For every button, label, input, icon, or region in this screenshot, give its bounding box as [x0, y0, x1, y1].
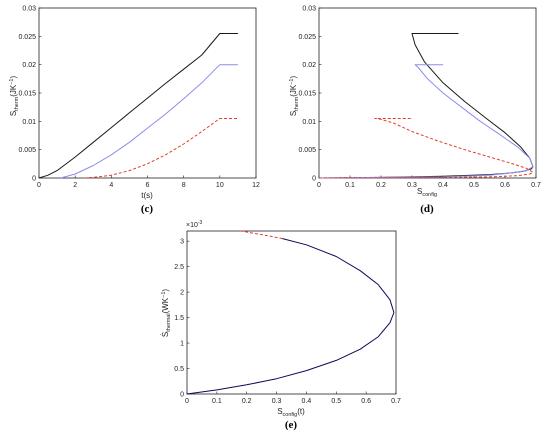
x-tick-label: 10	[216, 182, 224, 189]
y-tick-label: 0.025	[18, 34, 36, 41]
y-tick-label: 0.01	[302, 119, 316, 126]
series-line-e-2	[240, 230, 283, 240]
x-tick-label: 4	[109, 182, 113, 189]
ticks-e: 0 0.1 0.2 0.3 0.4 0.5 0.6 0.7 0 0.5 1 1.5 2 2.5 3	[174, 239, 401, 405]
panel-c: 0 2 4 6 8 10 12 0 0.005 0.01 0.015 0.02 0.025 0.03 t(…	[9, 6, 260, 216]
x-tick-label: 0.3	[407, 182, 417, 189]
y-tick-label: 2.5	[174, 264, 184, 271]
series-line-d-3	[318, 118, 534, 179]
x-tick-label: 6	[146, 182, 150, 189]
ticks-d: 0 0.1 0.2 0.3 0.4 0.5 0.6 0.7 0 0.005 0.01 0.015 0.0…	[298, 6, 541, 190]
y-tick-label: 0	[312, 176, 316, 183]
plot-area-e	[186, 230, 397, 395]
panel-label-e: (e)	[285, 419, 298, 431]
x-tick-label: 0	[185, 398, 189, 405]
x-axis-label-e: Sconfig(t)	[277, 407, 305, 418]
y-tick-label: 0	[180, 392, 184, 399]
y-tick-label: 1	[180, 341, 184, 348]
y-tick-label: 0.005	[18, 147, 36, 154]
series-line-d-2	[318, 64, 534, 179]
panel-d: 0 0.1 0.2 0.3 0.4 0.5 0.6 0.7 0 0.005 0.01 0.015 0.0…	[289, 6, 541, 216]
y-tick-label: 0.005	[298, 147, 316, 154]
y-tick-label: 0.03	[22, 6, 36, 13]
y-tick-label: 0.015	[298, 91, 316, 98]
x-tick-label: 0.7	[531, 182, 541, 189]
y-tick-label: 0.5	[174, 366, 184, 373]
x-tick-label: 0.2	[376, 182, 386, 189]
y-tick-label: 0	[32, 176, 36, 183]
series-line-e-1	[186, 238, 395, 395]
panel-label-c: (c)	[141, 203, 154, 215]
y-tick-label: 0.025	[298, 34, 316, 41]
y-tick-label: 1.5	[174, 315, 184, 322]
x-tick-label: 0.5	[331, 398, 341, 405]
x-axis-label-d: Sconfig	[417, 187, 437, 198]
x-tick-label: 0.4	[438, 182, 448, 189]
y-tick-label: 0.015	[18, 91, 36, 98]
series-line-d-1	[318, 33, 534, 179]
x-tick-label: 0.1	[212, 398, 222, 405]
series-line-c-3	[84, 118, 238, 179]
x-axis-label-c: t(s)	[141, 191, 153, 200]
y-tick-label: 0.02	[22, 62, 36, 69]
x-tick-label: 0.4	[302, 398, 312, 405]
y-axis-label-c: Stherm(JK−1)	[9, 75, 20, 116]
x-tick-label: 0.2	[242, 398, 252, 405]
ticks-c: 0 2 4 6 8 10 12 0 0.005 0.01 0.015 0.02 0.025 0.03	[18, 6, 260, 190]
x-tick-label: 12	[252, 182, 260, 189]
x-tick-label: 0.7	[391, 398, 401, 405]
y-tick-label: 0.03	[302, 6, 316, 13]
x-tick-label: 8	[182, 182, 186, 189]
x-tick-label: 0.5	[469, 182, 479, 189]
series-c	[38, 33, 238, 179]
y-axis-label-e: Ṡthermal(WK−1)	[161, 289, 172, 338]
x-tick-label: 0.1	[345, 182, 355, 189]
x-tick-label: 2	[73, 182, 77, 189]
panel-e: 0 0.1 0.2 0.3 0.4 0.5 0.6 0.7 0 0.5 1 1.5 2 2.5 3 ×10-…	[161, 220, 401, 431]
panel-label-d: (d)	[420, 203, 434, 215]
y-tick-label: 0.01	[22, 119, 36, 126]
y-tick-label: 2	[180, 290, 184, 297]
x-tick-label: 0.3	[272, 398, 282, 405]
series-e	[186, 230, 395, 395]
y-multiplier-e: ×10-3	[186, 220, 203, 229]
x-tick-label: 0.6	[361, 398, 371, 405]
series-line-c-1	[38, 33, 238, 179]
x-tick-label: 0	[37, 182, 41, 189]
y-tick-label: 0.02	[302, 62, 316, 69]
series-d	[318, 33, 534, 179]
y-tick-label: 3	[180, 239, 184, 246]
series-line-c-2	[60, 64, 238, 179]
x-tick-label: 0	[317, 182, 321, 189]
x-tick-label: 0.6	[500, 182, 510, 189]
y-axis-label-d: Stherm(JK−1)	[289, 75, 300, 116]
